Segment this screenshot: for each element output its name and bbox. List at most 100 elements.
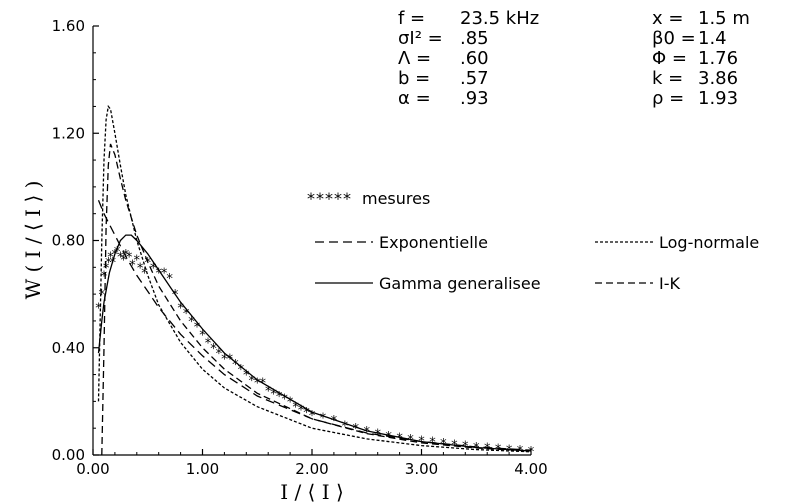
series-layer: ****************************************… — [95, 104, 535, 460]
data-point-mesures: * — [249, 374, 256, 389]
data-point-mesures: * — [276, 390, 283, 405]
series-line-exponentielle — [97, 200, 532, 451]
param-label-left: σI² = — [398, 28, 443, 49]
param-value-right: 1.76 — [698, 48, 738, 69]
legend-label-log-normale: Log-normale — [659, 233, 759, 252]
data-point-mesures: * — [528, 445, 535, 460]
data-point-mesures: * — [105, 256, 112, 271]
ticks: 0.00 1.00 2.00 3.00 4.00 0.00 0.40 0.80 1.20 1.60 — [52, 17, 548, 478]
legend: ***** mesures Exponentielle Log-normale Gamm… — [307, 189, 759, 293]
data-point-mesures: * — [183, 307, 190, 322]
data-point-mesures: * — [145, 256, 152, 271]
data-point-mesures: * — [216, 347, 223, 362]
x-tick-label: 1.00 — [186, 460, 219, 478]
data-point-mesures: * — [292, 401, 299, 416]
data-point-mesures: * — [259, 377, 266, 392]
data-point-mesures: * — [407, 433, 414, 448]
y-tick-label: 0.00 — [52, 446, 85, 464]
param-value-right: 1.93 — [698, 88, 738, 109]
data-point-mesures: * — [141, 267, 148, 282]
data-point-mesures: * — [126, 251, 133, 266]
data-point-mesures: * — [506, 444, 513, 459]
data-point-mesures: * — [254, 377, 261, 392]
data-point-mesures: * — [188, 315, 195, 330]
param-value-left: .57 — [460, 68, 489, 89]
data-point-mesures: * — [227, 352, 234, 367]
data-point-mesures: * — [281, 393, 288, 408]
data-point-mesures: * — [287, 395, 294, 410]
param-value-left: .60 — [460, 48, 489, 69]
data-point-mesures: * — [155, 267, 162, 282]
series-line-log-normale — [97, 104, 532, 453]
data-point-mesures: * — [265, 385, 272, 400]
y-tick-label: 1.20 — [52, 124, 85, 142]
x-tick-label: 3.00 — [405, 460, 438, 478]
data-point-mesures: * — [112, 248, 119, 263]
data-point-mesures: * — [331, 414, 338, 429]
series-line-i-k — [101, 143, 532, 456]
legend-label-exponentielle: Exponentielle — [379, 233, 488, 252]
data-point-mesures: * — [320, 411, 327, 426]
data-point-mesures: * — [303, 406, 310, 421]
param-label-right: ρ = — [652, 88, 684, 109]
data-point-mesures: * — [123, 248, 130, 263]
data-point-mesures: * — [120, 253, 127, 268]
x-tick-label: 2.00 — [295, 460, 328, 478]
data-point-mesures: * — [298, 403, 305, 418]
data-point-mesures: * — [99, 288, 106, 303]
param-label-left: α = — [398, 88, 431, 109]
data-point-mesures: * — [221, 352, 228, 367]
param-label-right: x = — [652, 8, 683, 29]
data-point-mesures: * — [270, 387, 277, 402]
legend-label-i-k: I-K — [659, 274, 680, 293]
x-axis-title: I / ⟨ I ⟩ — [280, 480, 344, 504]
data-point-mesures: * — [364, 425, 371, 440]
param-value-right: 1.5 m — [698, 8, 750, 29]
data-point-mesures: * — [117, 251, 124, 266]
data-point-mesures: * — [238, 363, 245, 378]
y-tick-label: 1.60 — [52, 17, 85, 35]
data-point-mesures: * — [114, 245, 121, 260]
data-point-mesures: * — [309, 409, 316, 424]
data-point-mesures: * — [517, 444, 524, 459]
data-point-mesures: * — [194, 320, 201, 335]
legend-label-mesures: mesures — [362, 189, 430, 208]
y-axis-title: W ( I / ⟨ I ⟩ ) — [21, 181, 45, 300]
data-point-mesures: * — [134, 253, 141, 268]
legend-label-gamma-generalisee: Gamma generalisee — [379, 274, 541, 293]
param-value-left: .85 — [460, 28, 489, 49]
data-point-mesures: * — [243, 369, 250, 384]
parameters-block: f = 23.5 kHz σI² = .85 Λ = .60 b = .57 α = .93 x =… — [398, 8, 750, 109]
data-point-mesures: * — [199, 328, 206, 343]
data-point-mesures: * — [150, 261, 157, 276]
data-point-mesures: * — [161, 267, 168, 282]
data-point-mesures: * — [353, 422, 360, 437]
data-point-mesures: * — [210, 342, 217, 357]
param-label-left: f = — [398, 8, 425, 29]
param-value-right: 1.4 — [698, 28, 727, 49]
data-point-mesures: * — [103, 261, 110, 276]
x-tick-label: 4.00 — [514, 460, 547, 478]
series-line-gamma-generalisee — [97, 234, 532, 452]
data-point-mesures: * — [177, 302, 184, 317]
param-label-left: b = — [398, 68, 430, 89]
data-point-mesures: * — [166, 272, 173, 287]
data-point-mesures: * — [232, 358, 239, 373]
data-point-mesures: * — [129, 259, 136, 274]
data-point-mesures: * — [109, 256, 116, 271]
param-value-right: 3.86 — [698, 68, 738, 89]
param-label-left: Λ = — [398, 48, 431, 69]
param-label-right: β0 = — [652, 28, 696, 49]
param-label-right: k = — [652, 68, 683, 89]
param-label-right: Φ = — [652, 48, 687, 69]
param-value-left: .93 — [460, 88, 489, 109]
y-tick-label: 0.80 — [52, 232, 85, 250]
data-point-mesures: * — [107, 251, 114, 266]
data-point-mesures: * — [101, 269, 108, 284]
x-tick-label: 0.00 — [76, 460, 109, 478]
data-point-mesures: * — [137, 261, 144, 276]
data-point-mesures: * — [205, 336, 212, 351]
param-value-left: 23.5 kHz — [460, 8, 539, 29]
legend-marker-mesures: ***** — [307, 189, 352, 208]
